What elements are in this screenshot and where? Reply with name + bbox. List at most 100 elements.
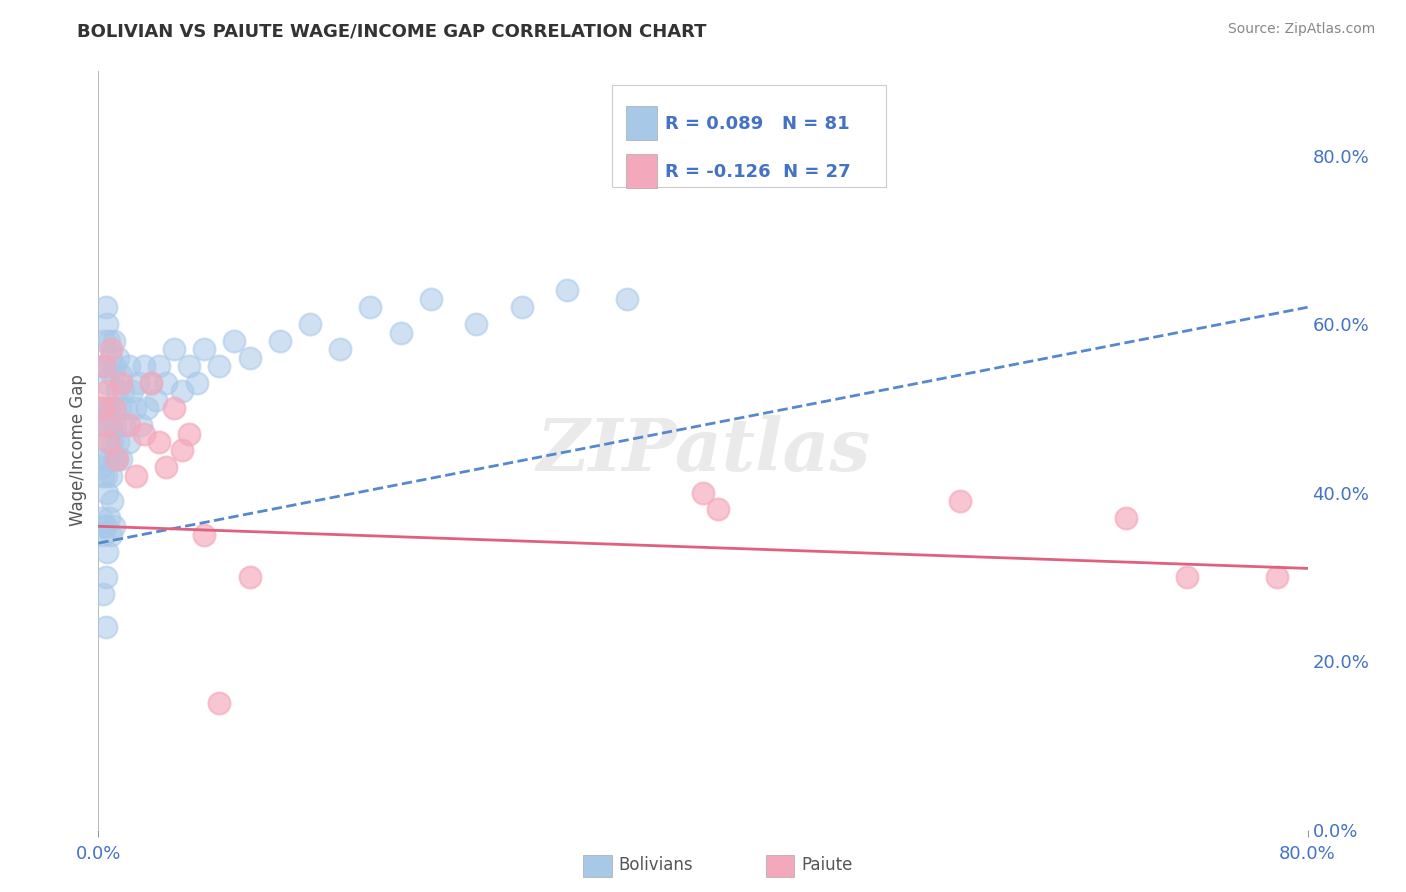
Point — [163, 401, 186, 416]
Point — [299, 317, 322, 331]
Point — [118, 359, 141, 374]
Point — [94, 359, 117, 374]
Point — [125, 468, 148, 483]
Point — [692, 485, 714, 500]
Point — [100, 418, 122, 433]
Point — [100, 351, 122, 365]
Point — [124, 401, 146, 416]
Point — [163, 343, 186, 357]
Point — [100, 343, 122, 357]
Point — [90, 511, 112, 525]
Point — [105, 384, 128, 399]
Point — [141, 376, 163, 390]
Y-axis label: Wage/Income Gap: Wage/Income Gap — [69, 375, 87, 526]
Point — [112, 418, 135, 433]
Point — [179, 359, 201, 374]
Point — [98, 334, 121, 348]
Point — [141, 376, 163, 390]
Point — [118, 418, 141, 433]
Point — [135, 401, 157, 416]
Point — [1175, 570, 1198, 584]
Point — [148, 359, 170, 374]
Point — [110, 451, 132, 466]
Point — [101, 435, 124, 450]
Point — [118, 435, 141, 450]
Point — [108, 401, 131, 416]
Point — [616, 292, 638, 306]
Point — [107, 351, 129, 365]
Text: R = -0.126  N = 27: R = -0.126 N = 27 — [665, 163, 851, 181]
Point — [94, 468, 117, 483]
Point — [96, 435, 118, 450]
Point — [148, 435, 170, 450]
Point — [93, 334, 115, 348]
Text: Source: ZipAtlas.com: Source: ZipAtlas.com — [1227, 22, 1375, 37]
Point — [91, 527, 114, 541]
Point — [96, 384, 118, 399]
Point — [93, 359, 115, 374]
Point — [389, 326, 412, 340]
Point — [420, 292, 443, 306]
Point — [91, 359, 114, 374]
Point — [103, 451, 125, 466]
Point — [105, 451, 128, 466]
Point — [104, 418, 127, 433]
Text: R = 0.089   N = 81: R = 0.089 N = 81 — [665, 115, 849, 133]
Point — [360, 300, 382, 314]
Point — [707, 502, 730, 516]
Point — [105, 451, 128, 466]
Point — [949, 494, 972, 508]
Point — [224, 334, 246, 348]
Point — [93, 401, 115, 416]
Point — [96, 376, 118, 390]
Point — [132, 359, 155, 374]
Point — [329, 343, 352, 357]
Point — [110, 368, 132, 382]
Point — [145, 392, 167, 407]
Point — [98, 435, 121, 450]
Point — [96, 317, 118, 331]
Point — [110, 376, 132, 390]
Point — [100, 527, 122, 541]
Point — [91, 587, 114, 601]
Point — [155, 460, 177, 475]
Point — [94, 620, 117, 634]
Point — [114, 401, 136, 416]
Point — [193, 527, 215, 541]
Point — [94, 570, 117, 584]
Text: Bolivians: Bolivians — [619, 856, 693, 874]
Point — [208, 359, 231, 374]
Point — [1115, 511, 1137, 525]
Point — [269, 334, 291, 348]
Point — [98, 401, 121, 416]
Point — [239, 570, 262, 584]
Point — [94, 418, 117, 433]
Point — [91, 418, 114, 433]
Point — [170, 384, 193, 399]
Point — [103, 519, 125, 533]
Point — [90, 401, 112, 416]
Point — [129, 418, 152, 433]
Point — [127, 376, 149, 390]
Point — [98, 511, 121, 525]
Point — [186, 376, 208, 390]
Point — [555, 284, 578, 298]
Point — [101, 368, 124, 382]
Point — [107, 435, 129, 450]
Point — [170, 443, 193, 458]
Point — [98, 451, 121, 466]
Point — [239, 351, 262, 365]
Point — [100, 468, 122, 483]
Text: BOLIVIAN VS PAIUTE WAGE/INCOME GAP CORRELATION CHART: BOLIVIAN VS PAIUTE WAGE/INCOME GAP CORRE… — [77, 22, 707, 40]
Point — [510, 300, 533, 314]
Point — [111, 384, 134, 399]
Point — [208, 696, 231, 710]
Point — [1267, 570, 1289, 584]
Point — [101, 494, 124, 508]
Text: Paiute: Paiute — [801, 856, 853, 874]
Point — [94, 519, 117, 533]
Point — [132, 426, 155, 441]
Point — [103, 401, 125, 416]
Point — [91, 468, 114, 483]
Point — [94, 418, 117, 433]
